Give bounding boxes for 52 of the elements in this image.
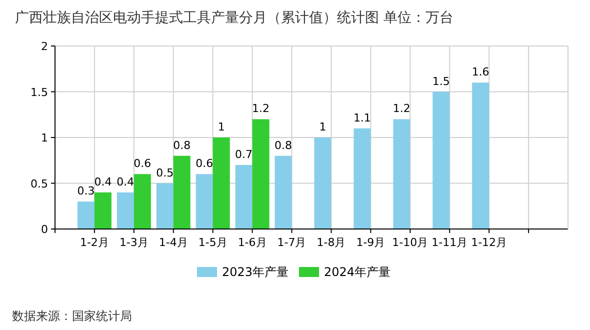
bar bbox=[173, 156, 190, 229]
data-label: 0.4 bbox=[116, 175, 134, 188]
x-tick-label: 1-4月 bbox=[158, 236, 188, 249]
data-label: 0.3 bbox=[77, 184, 95, 198]
bar bbox=[134, 174, 151, 229]
x-tick-label: 1-5月 bbox=[198, 236, 228, 249]
data-label: 0.7 bbox=[235, 148, 253, 161]
data-label: 0.8 bbox=[274, 138, 292, 152]
data-label: 1.1 bbox=[353, 111, 371, 124]
bar bbox=[94, 192, 112, 229]
y-tick-label: 1 bbox=[41, 132, 48, 144]
bar bbox=[393, 119, 410, 229]
bar bbox=[472, 82, 490, 229]
legend-label: 2024年产量 bbox=[324, 265, 391, 279]
bar bbox=[432, 92, 450, 229]
bar bbox=[156, 183, 174, 229]
data-label: 1.2 bbox=[392, 102, 410, 116]
data-label: 0.8 bbox=[173, 138, 191, 152]
data-label: 0.6 bbox=[134, 157, 152, 170]
data-label: 1.6 bbox=[472, 66, 490, 79]
y-tick-label: 2 bbox=[41, 40, 48, 53]
bar bbox=[116, 192, 134, 229]
data-label: 1 bbox=[319, 120, 326, 134]
bar bbox=[77, 202, 94, 229]
x-tick-label: 1-12月 bbox=[471, 236, 508, 249]
legend-label: 2023年产量 bbox=[222, 265, 289, 279]
x-tick-label: 1-7月 bbox=[277, 236, 306, 249]
x-tick-label: 1-3月 bbox=[119, 236, 148, 249]
bar bbox=[354, 128, 371, 229]
source-note: 数据来源：国家统计局 bbox=[12, 309, 132, 323]
x-tick-label: 1-6月 bbox=[238, 236, 267, 249]
data-label: 1 bbox=[218, 120, 225, 134]
bar bbox=[196, 174, 213, 229]
y-tick-label: 1.5 bbox=[30, 86, 48, 99]
data-label: 0.5 bbox=[156, 166, 174, 180]
bar bbox=[235, 164, 252, 229]
data-label: 0.4 bbox=[94, 175, 112, 188]
bar bbox=[212, 138, 230, 229]
chart-title: 广西壮族自治区电动手提式工具产量分月（累计值）统计图 单位：万台 bbox=[15, 10, 454, 26]
data-label: 1.5 bbox=[432, 74, 450, 88]
x-tick-label: 1-9月 bbox=[356, 236, 386, 249]
bar bbox=[274, 156, 292, 229]
data-label: 0.6 bbox=[196, 157, 214, 170]
data-label: 1.2 bbox=[252, 102, 270, 116]
x-tick-label: 1-10月 bbox=[392, 236, 428, 249]
bar bbox=[252, 119, 270, 229]
y-tick-label: 0 bbox=[41, 223, 48, 236]
x-tick-label: 1-8月 bbox=[316, 236, 346, 249]
y-tick-label: 0.5 bbox=[30, 177, 48, 190]
x-tick-label: 1-11月 bbox=[432, 236, 468, 249]
x-tick-label: 1-2月 bbox=[80, 236, 109, 249]
bar bbox=[314, 138, 332, 229]
